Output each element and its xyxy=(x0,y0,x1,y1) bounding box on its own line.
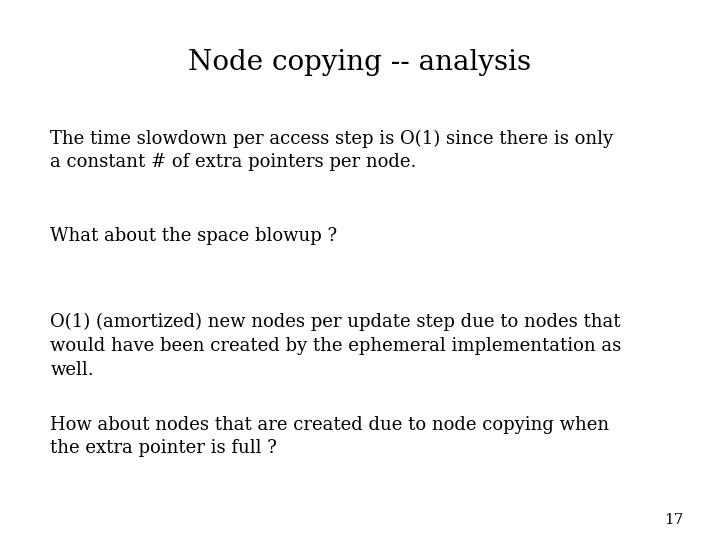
Text: How about nodes that are created due to node copying when
the extra pointer is f: How about nodes that are created due to … xyxy=(50,416,610,457)
Text: The time slowdown per access step is O(1) since there is only
a constant # of ex: The time slowdown per access step is O(1… xyxy=(50,130,613,172)
Text: 17: 17 xyxy=(665,512,684,526)
Text: Node copying -- analysis: Node copying -- analysis xyxy=(189,49,531,76)
Text: O(1) (amortized) new nodes per update step due to nodes that
would have been cre: O(1) (amortized) new nodes per update st… xyxy=(50,313,621,379)
Text: What about the space blowup ?: What about the space blowup ? xyxy=(50,227,338,245)
